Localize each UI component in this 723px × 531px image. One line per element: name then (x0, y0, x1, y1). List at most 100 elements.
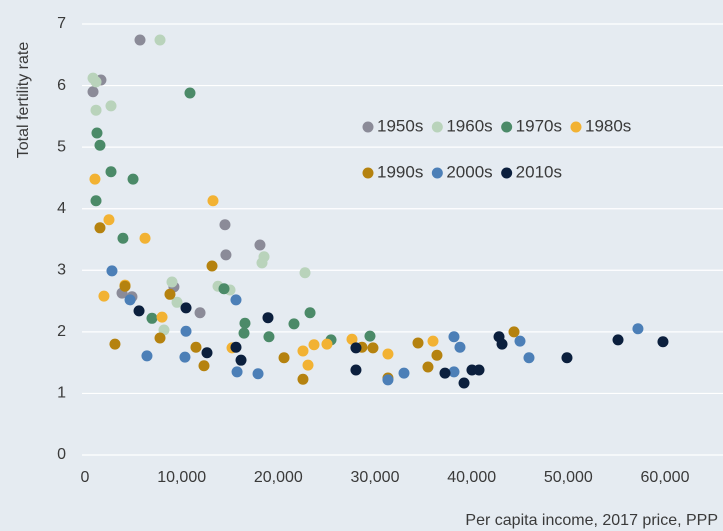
legend-label: 2000s (446, 162, 492, 181)
x-tick-label: 60,000 (641, 469, 690, 486)
point (278, 352, 290, 364)
legend-marker (570, 121, 582, 133)
point (288, 318, 300, 330)
point (90, 104, 102, 116)
point (262, 312, 274, 324)
point (321, 338, 333, 350)
point (146, 312, 158, 324)
point (94, 139, 106, 151)
x-tick-label: 40,000 (447, 469, 496, 486)
point (141, 350, 153, 362)
point (207, 195, 219, 207)
x-axis-title: Per capita income, 2017 price, PPP (465, 512, 718, 529)
point (350, 342, 362, 354)
y-tick-label: 6 (57, 77, 66, 94)
point (201, 347, 213, 359)
legend-marker (501, 121, 513, 133)
point (109, 338, 121, 350)
legend-label: 1980s (585, 116, 631, 135)
point (106, 265, 118, 277)
legend-marker (362, 121, 374, 133)
point (105, 100, 117, 112)
point (164, 288, 176, 300)
point (230, 294, 242, 306)
point (94, 222, 106, 234)
point (382, 374, 394, 386)
point (427, 335, 439, 347)
point (523, 352, 535, 364)
point (206, 260, 218, 272)
point (263, 331, 275, 343)
point (166, 276, 178, 288)
legend-marker (431, 167, 443, 179)
point (367, 342, 379, 354)
point (346, 333, 358, 345)
point (364, 330, 376, 342)
x-tick-label: 50,000 (544, 469, 593, 486)
point (473, 364, 485, 376)
y-tick-label: 2 (57, 323, 66, 340)
point (496, 338, 508, 350)
point (134, 34, 146, 46)
point (91, 127, 103, 139)
point (448, 331, 460, 343)
point (458, 377, 470, 389)
point (198, 360, 210, 372)
point (154, 34, 166, 46)
x-tick-label: 10,000 (157, 469, 206, 486)
point (514, 335, 526, 347)
legend-label: 1950s (377, 116, 423, 135)
point (632, 323, 644, 335)
point (119, 280, 131, 292)
point (219, 219, 231, 231)
point (171, 296, 183, 308)
point (179, 351, 191, 363)
y-tick-label: 7 (57, 15, 66, 32)
y-axis-title: Total fertility rate (15, 42, 32, 159)
point (184, 87, 196, 99)
point (412, 337, 424, 349)
legend-label: 1990s (377, 162, 423, 181)
point (154, 332, 166, 344)
legend-marker (362, 167, 374, 179)
y-tick-label: 1 (57, 385, 66, 402)
point (156, 311, 168, 323)
point (448, 366, 460, 378)
point (398, 367, 410, 379)
point (180, 325, 192, 337)
y-tick-label: 4 (57, 200, 66, 217)
point (297, 373, 309, 385)
point (304, 307, 316, 319)
y-tick-label: 3 (57, 262, 66, 279)
point (256, 257, 268, 269)
x-tick-label: 0 (81, 469, 90, 486)
point (133, 305, 145, 317)
point (90, 195, 102, 207)
point (382, 348, 394, 360)
point (180, 302, 192, 314)
y-tick-label: 0 (57, 446, 66, 463)
legend-marker (501, 167, 513, 179)
point (238, 327, 250, 339)
point (124, 294, 136, 306)
point (308, 339, 320, 351)
x-tick-label: 30,000 (351, 469, 400, 486)
point (105, 166, 117, 178)
point (139, 232, 151, 244)
point (302, 359, 314, 371)
point (252, 368, 264, 380)
point (299, 267, 311, 279)
legend-label: 2010s (516, 162, 562, 181)
x-tick-label: 20,000 (254, 469, 303, 486)
point (87, 86, 99, 98)
point (454, 341, 466, 353)
point (231, 366, 243, 378)
point (218, 283, 230, 295)
point (190, 341, 202, 353)
point (439, 367, 451, 379)
point (254, 239, 266, 251)
point (98, 290, 110, 302)
legend-label: 1960s (446, 116, 492, 135)
point (431, 349, 443, 361)
